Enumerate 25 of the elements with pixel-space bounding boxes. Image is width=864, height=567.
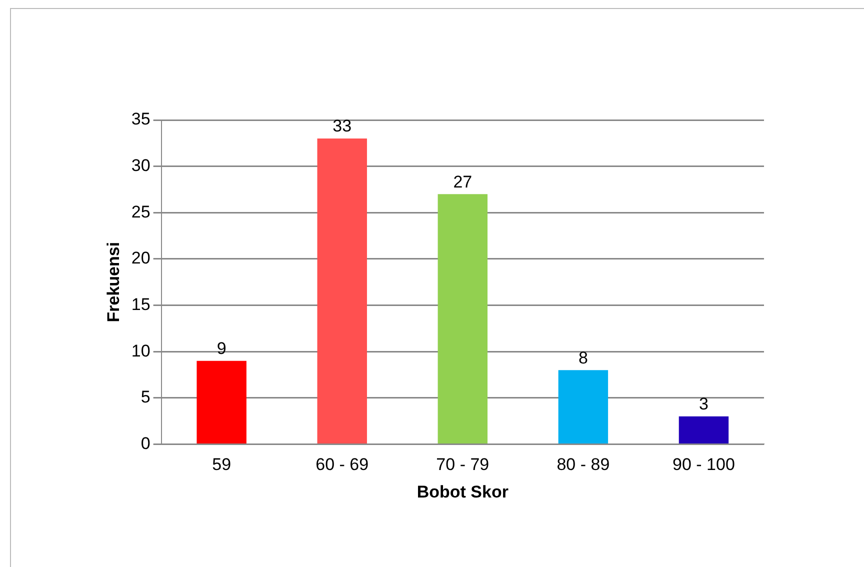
data-label: 3 <box>698 394 708 414</box>
y-axis-title: Frekuensi <box>104 242 123 322</box>
data-label: 9 <box>216 339 226 358</box>
x-tick-label: 90 - 100 <box>672 455 735 474</box>
x-tick-label: 59 <box>212 455 232 474</box>
y-tick-label: 0 <box>140 434 150 453</box>
data-label: 33 <box>332 116 352 136</box>
x-tick-label: 80 - 89 <box>556 455 610 474</box>
y-tick-label: 20 <box>131 248 150 268</box>
x-tick-label: 60 - 69 <box>316 455 369 474</box>
bar <box>438 194 488 444</box>
x-axis-title: Bobot Skor <box>416 482 509 502</box>
y-tick-label: 25 <box>131 202 150 222</box>
y-tick-label: 5 <box>140 388 150 407</box>
bar <box>678 416 729 444</box>
bar <box>558 370 608 444</box>
y-tick-label: 30 <box>131 156 150 175</box>
bar <box>196 360 246 444</box>
x-tick-label: 70 - 79 <box>436 455 490 474</box>
y-tick-label: 15 <box>131 294 150 314</box>
data-label: 8 <box>578 348 588 368</box>
data-label: 27 <box>453 172 472 192</box>
bar <box>317 138 367 444</box>
y-tick-label: 10 <box>131 341 150 360</box>
y-tick-label: 35 <box>131 110 150 129</box>
